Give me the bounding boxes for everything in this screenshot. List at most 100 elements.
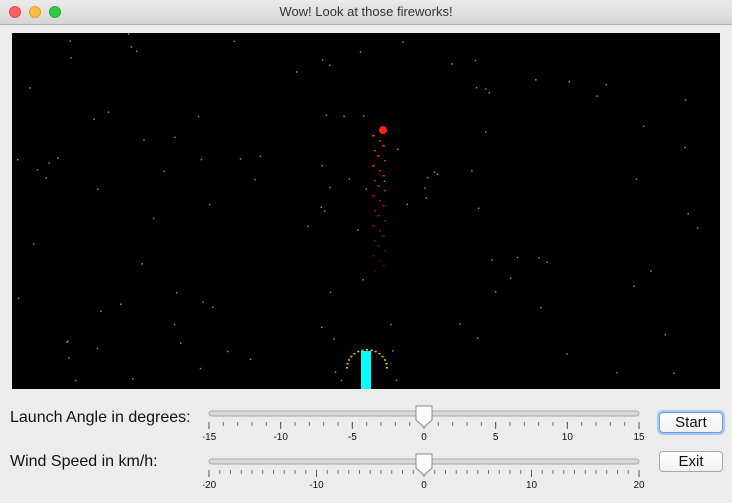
star-dot [491, 259, 493, 261]
star-dot [357, 229, 359, 231]
star-dot [29, 87, 31, 89]
star-dot [635, 178, 638, 180]
star-dot [180, 342, 182, 344]
launch-spark [357, 350, 360, 353]
star-dot [143, 139, 145, 141]
close-window-icon[interactable] [9, 6, 21, 18]
star-dot [566, 353, 568, 355]
minimize-window-icon[interactable] [29, 6, 41, 18]
trail-spark [384, 220, 386, 222]
star-dot [66, 341, 68, 343]
star-dot [643, 125, 645, 128]
launch-angle-slider-tick-label: -15 [203, 432, 217, 443]
star-dot [174, 136, 176, 139]
launch-angle-slider-tick-label: 0 [421, 432, 427, 443]
trail-spark [379, 260, 381, 262]
launch-spark [350, 355, 353, 358]
zoom-window-icon[interactable] [49, 6, 61, 18]
launch-angle-slider-tick-label: -5 [348, 432, 357, 443]
star-dot [296, 71, 298, 73]
star-dot [175, 292, 178, 294]
star-dot [509, 277, 512, 279]
sky-background [12, 33, 720, 389]
star-dot [67, 340, 69, 343]
star-dot [650, 270, 652, 272]
star-dot [254, 179, 256, 181]
star-dot [451, 63, 453, 65]
star-dot [321, 165, 323, 167]
star-dot [516, 256, 519, 259]
launch-angle-slider-tick-label: 10 [562, 432, 574, 443]
trail-spark [374, 150, 376, 152]
star-dot [605, 84, 608, 86]
launch-spark [353, 352, 356, 355]
wind-speed-slider-tick-label: -20 [203, 480, 217, 491]
star-dot [320, 326, 323, 328]
star-dot [107, 111, 110, 113]
wind-speed-label: Wind Speed in km/h: [10, 453, 158, 470]
star-dot [307, 225, 309, 228]
star-dot [259, 155, 262, 157]
launch-angle-slider-tick-label: 15 [633, 432, 645, 443]
trail-spark [382, 145, 385, 147]
launch-spark [386, 367, 388, 369]
wind-speed-slider-thumb[interactable] [415, 453, 433, 476]
wind-speed-slider-tick-label: 10 [526, 480, 538, 491]
launch-angle-slider-tick-label: -10 [273, 432, 288, 443]
launch-spark [346, 363, 349, 365]
exit-button[interactable]: Exit [659, 451, 723, 472]
star-dot [127, 33, 130, 35]
star-dot [433, 171, 436, 173]
star-dot [664, 334, 666, 336]
launch-spark [374, 350, 377, 353]
star-dot [173, 323, 176, 326]
trail-spark [379, 140, 381, 142]
star-dot [70, 56, 72, 59]
trail-spark [384, 250, 386, 252]
window-title: Wow! Look at those fireworks! [279, 4, 453, 19]
star-dot [249, 358, 252, 361]
star-dot [633, 285, 635, 288]
star-dot [120, 303, 122, 305]
star-dot [100, 310, 102, 313]
launch-angle-slider-tick-label: 5 [493, 432, 499, 443]
start-button[interactable]: Start [659, 412, 723, 433]
star-dot [152, 217, 155, 220]
star-dot [57, 157, 59, 159]
title-bar: Wow! Look at those fireworks! [0, 0, 732, 25]
trail-spark [377, 245, 380, 247]
star-dot [329, 291, 332, 294]
launch-sparks [346, 349, 388, 369]
trail-spark [374, 240, 376, 242]
trail-spark [374, 180, 376, 182]
star-dot [96, 347, 99, 350]
launch-spark [348, 359, 350, 361]
star-dot [568, 80, 570, 83]
wind-speed-slider[interactable]: -20 -10 0 10 20 [203, 451, 645, 501]
launch-spark [361, 349, 364, 351]
wind-speed-slider-tick-label: -10 [309, 480, 324, 491]
star-dot [476, 337, 479, 339]
star-dot [93, 118, 95, 120]
trail-spark [372, 195, 375, 197]
star-dot [48, 162, 50, 164]
star-dot [136, 50, 138, 52]
trail-spark [382, 175, 385, 177]
wind-speed-slider-tick-label: 20 [633, 480, 645, 491]
star-dot [141, 263, 143, 265]
star-dot [32, 243, 35, 245]
launch-angle-slider-thumb[interactable] [415, 405, 433, 428]
launch-spark [366, 349, 368, 351]
launch-angle-slider[interactable]: -15 -10 -5 0 5 10 15 [203, 403, 645, 453]
star-dot [471, 170, 473, 172]
trail-spark [374, 270, 376, 272]
star-dot [68, 357, 70, 359]
trail-spark [382, 205, 385, 207]
fireworks-canvas [12, 33, 720, 389]
star-dot [202, 301, 204, 303]
star-dot [392, 350, 394, 352]
star-dot [329, 64, 331, 67]
trail-spark [379, 200, 381, 202]
star-dot [535, 79, 537, 81]
star-dot [474, 59, 477, 62]
